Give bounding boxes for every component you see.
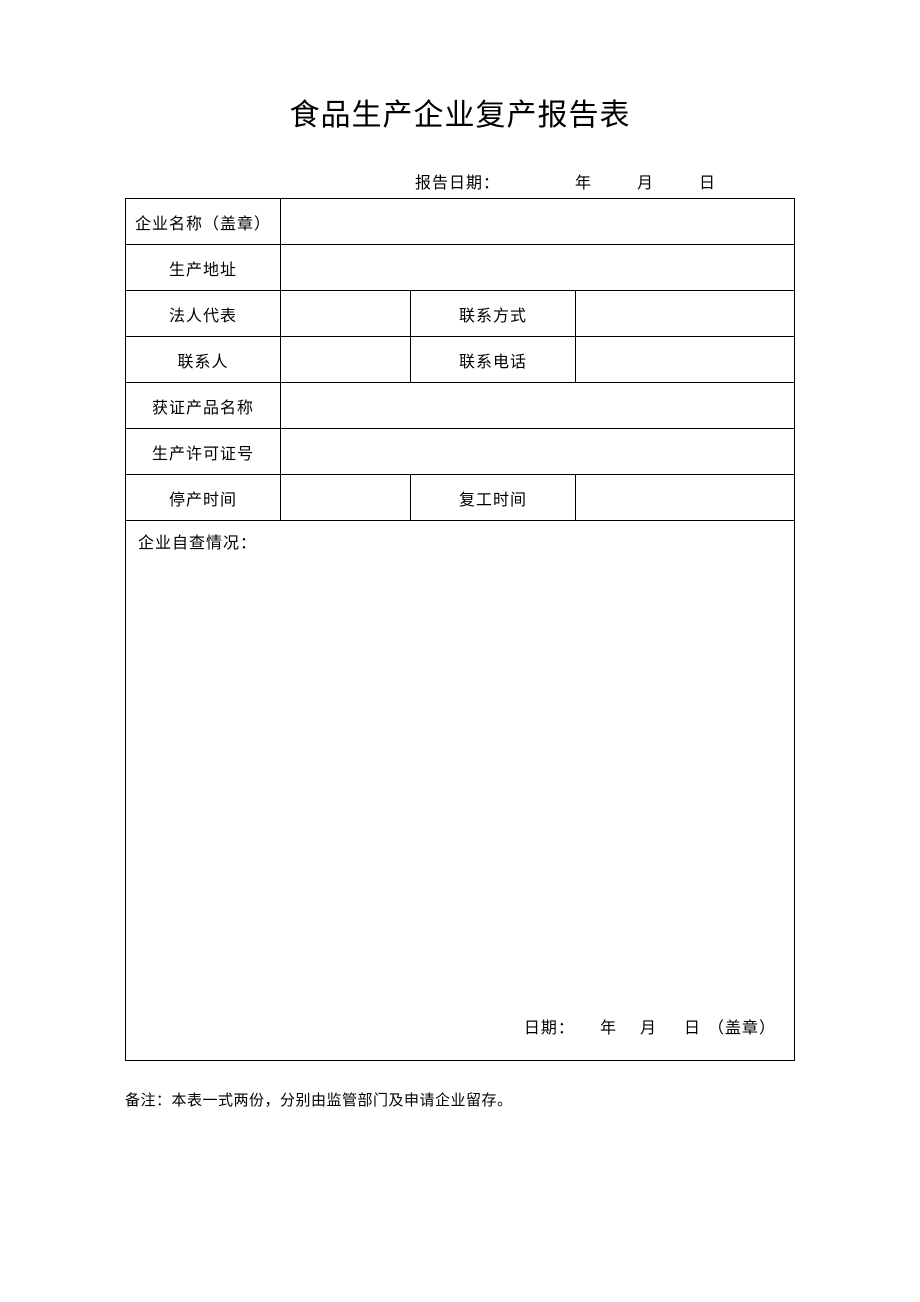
license-number-label: 生产许可证号 [126,429,281,475]
stop-time-label: 停产时间 [126,475,281,521]
report-date-year-unit: 年 [575,169,592,193]
contact-phone-value [576,337,795,383]
table-row: 生产地址 [126,245,795,291]
license-number-value [281,429,795,475]
report-date-prefix: 报告日期： [415,169,500,193]
table-row: 获证产品名称 [126,383,795,429]
company-name-label: 企业名称（盖章） [126,199,281,245]
contact-person-label: 联系人 [126,337,281,383]
resume-time-label: 复工时间 [411,475,576,521]
self-check-label: 企业自查情况： [138,529,782,553]
table-row: 生产许可证号 [126,429,795,475]
bottom-date-stamp: （盖章） [708,1014,776,1038]
resume-time-value [576,475,795,521]
production-address-value [281,245,795,291]
table-row: 联系人 联系电话 [126,337,795,383]
contact-method-value [576,291,795,337]
report-date-line: 报告日期： 年 月 日 [125,169,795,193]
table-row: 停产时间 复工时间 [126,475,795,521]
legal-rep-value [281,291,411,337]
certified-product-value [281,383,795,429]
bottom-date-day-unit: 日 [684,1014,701,1038]
contact-method-label: 联系方式 [411,291,576,337]
table-row: 法人代表 联系方式 [126,291,795,337]
legal-rep-label: 法人代表 [126,291,281,337]
report-date-day-unit: 日 [699,169,716,193]
contact-person-value [281,337,411,383]
report-date-month-unit: 月 [637,169,654,193]
stop-time-value [281,475,411,521]
form-table: 企业名称（盖章） 生产地址 法人代表 联系方式 联系人 联系电话 获证产品名称 … [125,198,795,1061]
table-row: 企业名称（盖章） [126,199,795,245]
footer-note: 备注：本表一式两份，分别由监管部门及申请企业留存。 [125,1089,795,1110]
bottom-date-year-unit: 年 [600,1014,617,1038]
page-title: 食品生产企业复产报告表 [125,90,795,134]
bottom-date-prefix: 日期： [524,1014,575,1038]
bottom-date-month-unit: 月 [640,1014,657,1038]
bottom-date-line: 日期： 年 月 日 （盖章） [524,1014,776,1038]
company-name-value [281,199,795,245]
table-row: 企业自查情况： 日期： 年 月 日 （盖章） [126,521,795,1061]
self-check-cell: 企业自查情况： 日期： 年 月 日 （盖章） [126,521,795,1061]
certified-product-label: 获证产品名称 [126,383,281,429]
production-address-label: 生产地址 [126,245,281,291]
contact-phone-label: 联系电话 [411,337,576,383]
